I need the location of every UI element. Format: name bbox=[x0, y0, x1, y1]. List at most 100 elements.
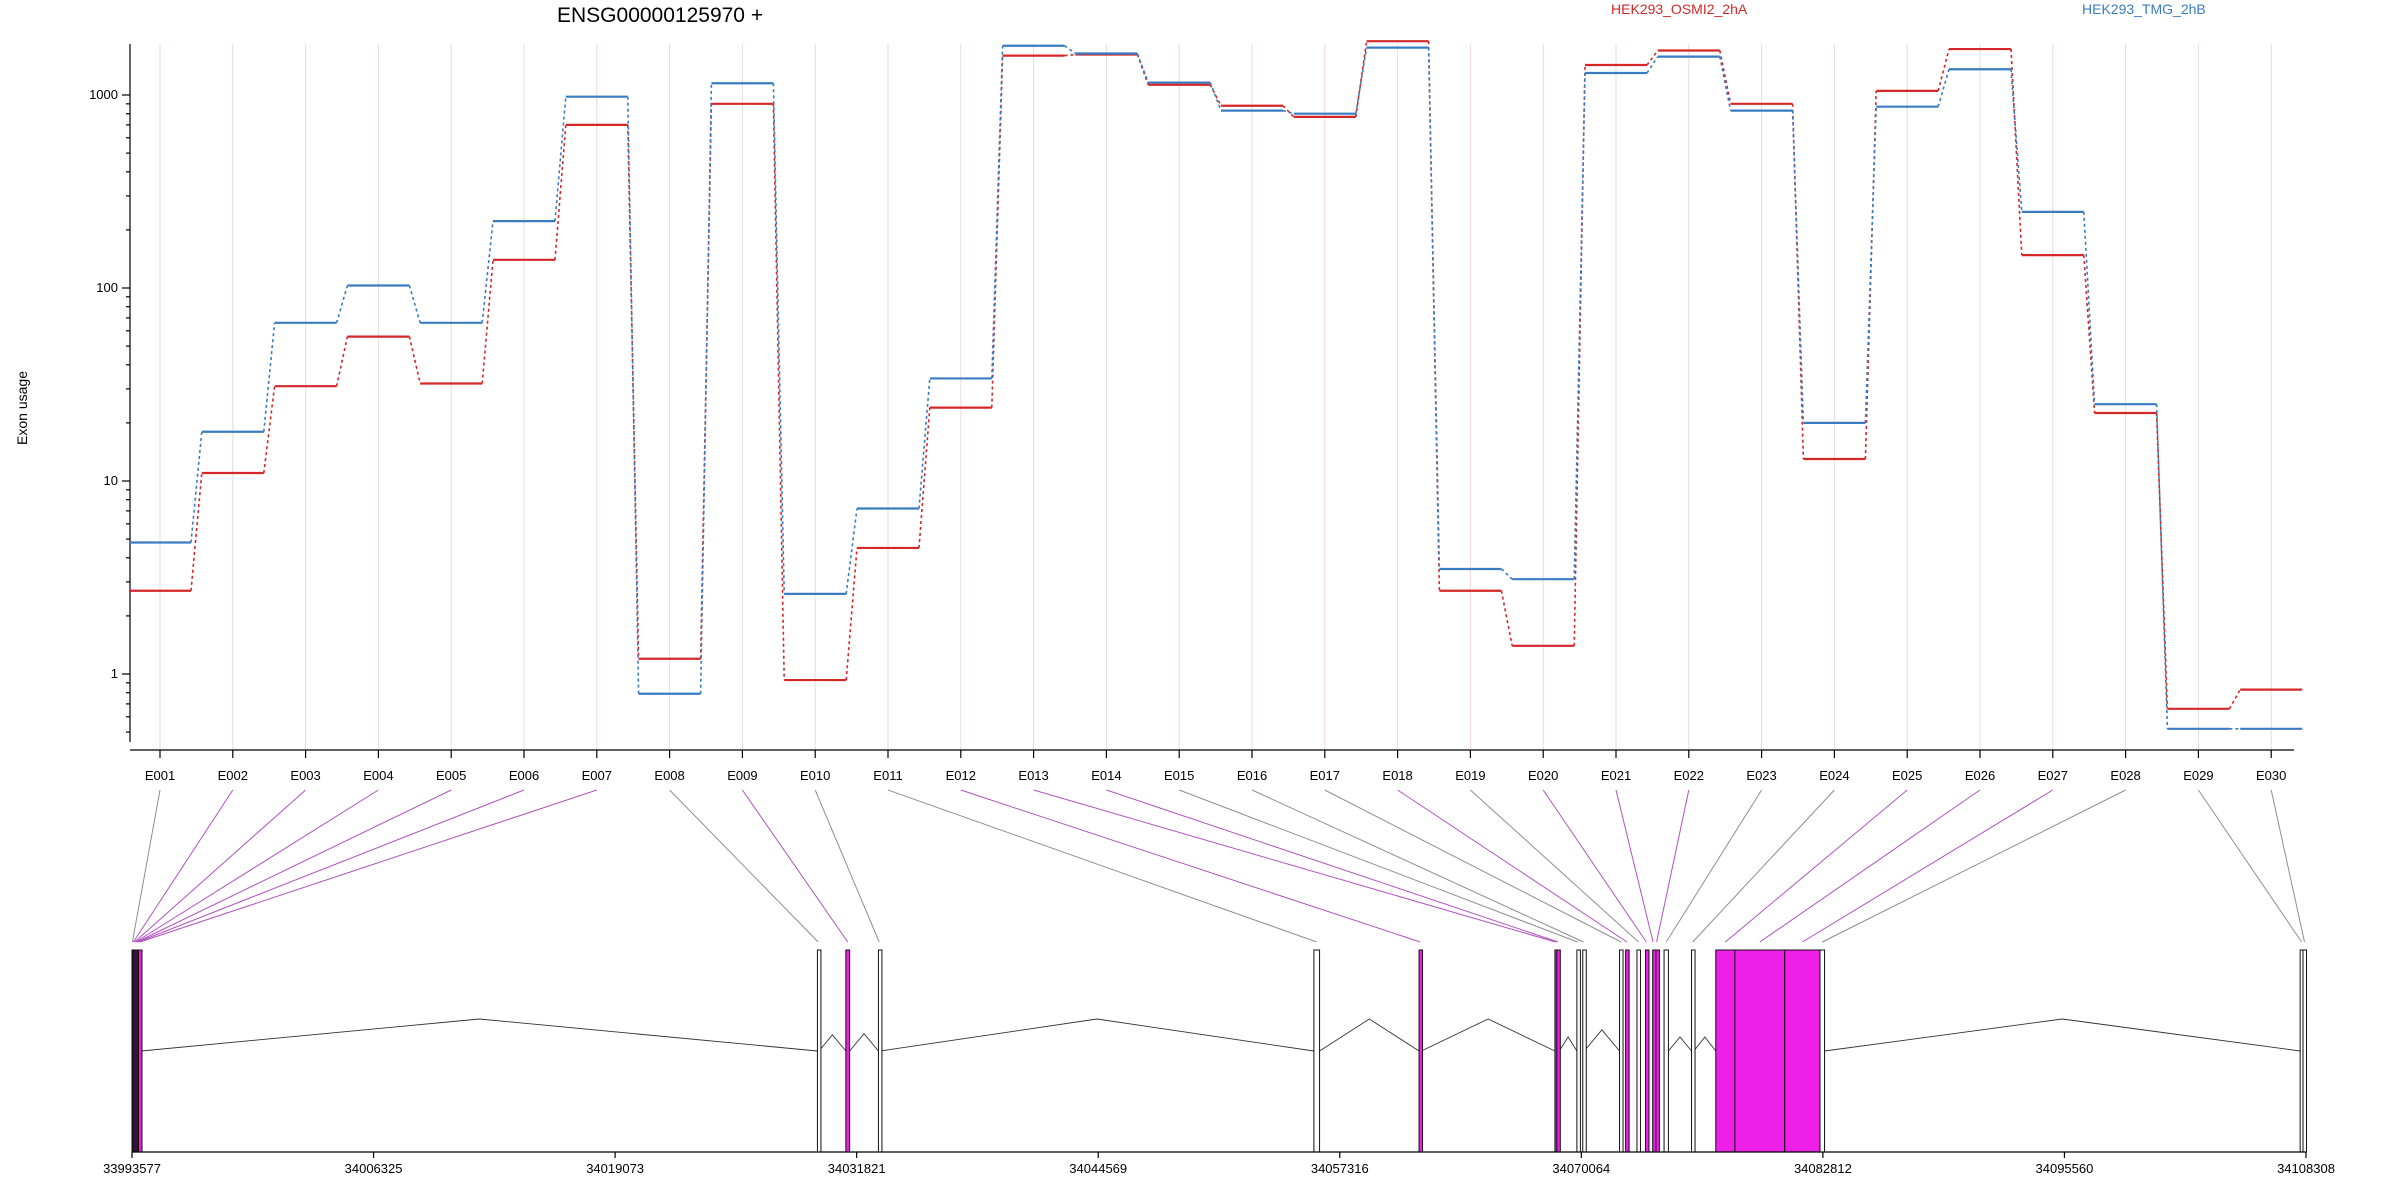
intron-line bbox=[1824, 1018, 2301, 1052]
intron-line bbox=[141, 1018, 818, 1052]
connector-e018 bbox=[1397, 789, 1628, 943]
y-axis-label: Exon usage bbox=[14, 371, 30, 445]
series-connector bbox=[1500, 568, 1513, 580]
series-connector bbox=[699, 83, 713, 694]
series-connector bbox=[1427, 41, 1441, 591]
coordinate-tick-label: 34108308 bbox=[2277, 1161, 2335, 1176]
coordinate-tick-label: 34044569 bbox=[1069, 1161, 1127, 1176]
exon-box-e023 bbox=[1663, 949, 1669, 1153]
x-tick-label: E029 bbox=[2183, 768, 2213, 783]
x-tick-label: E007 bbox=[582, 768, 612, 783]
coordinate-tick-label: 34019073 bbox=[586, 1161, 644, 1176]
series-connector bbox=[991, 45, 1004, 379]
connector-e006 bbox=[137, 789, 525, 943]
x-tick-label: E021 bbox=[1601, 768, 1631, 783]
series-connector bbox=[2083, 255, 2096, 414]
exon-box-e017 bbox=[1619, 949, 1624, 1153]
series-connector bbox=[408, 336, 421, 384]
connector-e004 bbox=[135, 789, 379, 943]
coordinate-tick-label: 34082812 bbox=[1794, 1161, 1852, 1176]
x-tick-label: E015 bbox=[1164, 768, 1194, 783]
legend-entry-osmi2: HEK293_OSMI2_2hA bbox=[1611, 1, 1748, 17]
x-tick-label: E018 bbox=[1382, 768, 1412, 783]
series-connector bbox=[190, 431, 203, 543]
intron-line bbox=[818, 1034, 847, 1052]
x-tick-label: E011 bbox=[873, 768, 902, 783]
connector-e007 bbox=[139, 789, 597, 943]
exon-box-e026 bbox=[1734, 949, 1786, 1153]
gene-model bbox=[131, 949, 2308, 1153]
x-tick-label: E010 bbox=[800, 768, 830, 783]
series-osmi2 bbox=[129, 40, 2303, 710]
plot-axes: 1 10 100 1000 bbox=[89, 44, 2294, 751]
series-connector bbox=[845, 508, 858, 595]
series-connector bbox=[554, 124, 567, 260]
series-connector bbox=[845, 547, 858, 681]
exon-box-e022 bbox=[1655, 949, 1660, 1153]
series-connector bbox=[1064, 45, 1076, 55]
series-connector bbox=[1355, 41, 1368, 118]
x-tick-label: E026 bbox=[1965, 768, 1995, 783]
exon-box-e020 bbox=[1644, 949, 1650, 1153]
series-connector bbox=[1646, 50, 1659, 66]
series-connector bbox=[1209, 82, 1222, 111]
series-connector bbox=[1209, 84, 1222, 107]
coordinate-tick-label: 34031821 bbox=[828, 1161, 886, 1176]
connector-e029 bbox=[2197, 789, 2302, 943]
connector-e002 bbox=[132, 789, 234, 943]
series-connector bbox=[2155, 412, 2169, 709]
exon-box-e016 bbox=[1582, 949, 1587, 1153]
x-tick-label: E028 bbox=[2110, 768, 2140, 783]
connector-e020 bbox=[1542, 789, 1647, 943]
intron-line bbox=[879, 1018, 1314, 1052]
series-connector bbox=[1500, 590, 1513, 646]
exon-box-e027 bbox=[1784, 949, 1821, 1153]
series-connector bbox=[1646, 56, 1659, 74]
connector-e012 bbox=[960, 789, 1421, 943]
connector-e005 bbox=[136, 789, 452, 943]
intron-line bbox=[1693, 1036, 1717, 1052]
connector-e028 bbox=[1822, 789, 2126, 943]
series-connector bbox=[1355, 47, 1368, 114]
series-connector bbox=[1937, 48, 1950, 92]
connector-e011 bbox=[887, 789, 1317, 943]
exon-box-e012 bbox=[1418, 949, 1424, 1153]
series-connector bbox=[1064, 53, 1076, 57]
x-tick-label: E004 bbox=[363, 768, 393, 783]
connector-e001 bbox=[131, 789, 161, 943]
x-tick-label: E013 bbox=[1018, 768, 1048, 783]
x-tick-label: E024 bbox=[1819, 768, 1849, 783]
x-tick-label: E019 bbox=[1455, 768, 1485, 783]
exon-box-e019 bbox=[1636, 949, 1641, 1153]
series-connector bbox=[335, 285, 349, 324]
x-tick-label: E002 bbox=[218, 768, 248, 783]
x-tick-label: E006 bbox=[509, 768, 539, 783]
x-tick-label: E023 bbox=[1746, 768, 1776, 783]
exon-box-e011 bbox=[1313, 949, 1321, 1153]
genomic-coordinate-axis: 33993577 34006325 34019073 34031821 34044569… bbox=[103, 1151, 2335, 1176]
intron-line bbox=[1319, 1018, 1420, 1052]
connector-e015 bbox=[1179, 789, 1578, 943]
series-connector bbox=[1937, 69, 1950, 107]
series-connector bbox=[481, 259, 494, 384]
coordinate-tick-label: 33993577 bbox=[103, 1161, 161, 1176]
x-tick-label: E017 bbox=[1310, 768, 1340, 783]
intron-line bbox=[1583, 1029, 1620, 1052]
series-connector bbox=[918, 407, 931, 548]
intron-line bbox=[1668, 1036, 1692, 1052]
exon-box-e014 bbox=[1556, 949, 1561, 1153]
connector-e014 bbox=[1106, 789, 1559, 943]
y-tick-label: 1 bbox=[111, 666, 118, 681]
exon-box-e009 bbox=[845, 949, 851, 1153]
series-connector bbox=[1791, 103, 1805, 460]
intron-line bbox=[1421, 1018, 1556, 1052]
connector-e024 bbox=[1692, 789, 1835, 943]
connector-e017 bbox=[1324, 789, 1622, 943]
x-tick-label: E003 bbox=[290, 768, 320, 783]
vertical-gridlines bbox=[159, 44, 2272, 750]
legend-entry-tmg: HEK293_TMG_2hB bbox=[2082, 1, 2206, 17]
x-tick-label: E022 bbox=[1674, 768, 1704, 783]
y-tick-label: 100 bbox=[96, 280, 118, 295]
connector-e026 bbox=[1759, 789, 1981, 943]
